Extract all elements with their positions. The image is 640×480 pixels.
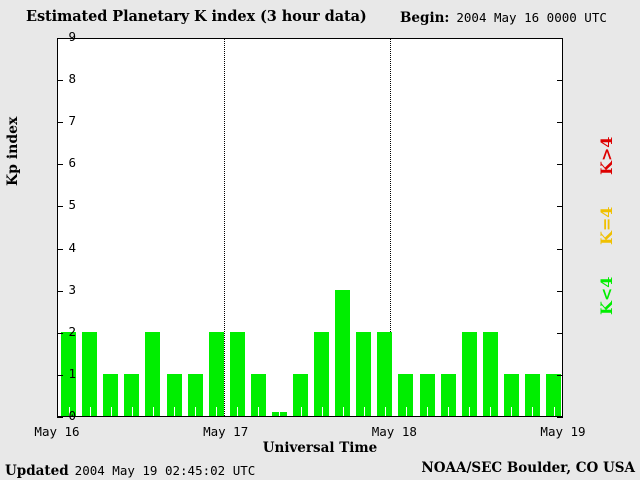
- bar-19: [461, 331, 477, 416]
- bar-tick-22: [532, 407, 534, 416]
- footer-source: NOAA/SEC Boulder, CO USA: [421, 460, 635, 476]
- y-axis-title: Kp index: [5, 116, 21, 186]
- legend-item-0: K>4: [597, 136, 616, 175]
- x-axis-title: Universal Time: [262, 440, 378, 456]
- bar-11: [293, 373, 308, 416]
- chart-plot-area: [57, 38, 563, 417]
- begin-value: 2004 May 16 0000 UTC: [456, 10, 607, 25]
- bar-12: [314, 331, 329, 416]
- bar-1: [82, 331, 98, 416]
- bar-tick-14: [363, 407, 365, 416]
- y-tick-label-9: 9: [68, 29, 76, 44]
- legend-item-1: K=4: [597, 206, 616, 245]
- y-tick-mark-right-0: [557, 417, 563, 418]
- day-separator-may17: [224, 39, 225, 416]
- y-tick-mark-0: [57, 417, 63, 418]
- y-tick-label-0: 0: [68, 408, 76, 423]
- bar-13: [335, 289, 351, 416]
- y-tick-mark-2: [57, 332, 63, 334]
- y-tick-label-5: 5: [68, 197, 76, 213]
- bar-15: [377, 331, 393, 416]
- y-tick-mark-right-1: [557, 374, 563, 376]
- y-tick-label-6: 6: [68, 155, 76, 171]
- x-tick-label-may-16: May 16: [34, 424, 80, 439]
- bar-tick-11: [300, 407, 302, 416]
- bar-tick-13: [342, 407, 344, 416]
- bar-tick-5: [174, 407, 175, 416]
- bar-tick-18: [448, 407, 449, 416]
- y-tick-mark-3: [57, 290, 63, 292]
- bar-17: [419, 373, 435, 416]
- y-tick-label-8: 8: [68, 71, 76, 87]
- bar-4: [145, 331, 161, 416]
- y-tick-mark-1: [57, 374, 63, 376]
- bar-3: [124, 373, 140, 416]
- y-tick-label-7: 7: [68, 113, 76, 129]
- bar-tick-21: [511, 407, 513, 416]
- bar-0: [61, 331, 76, 416]
- bar-tick-12: [321, 407, 323, 416]
- bar-7: [208, 331, 224, 416]
- updated-value: 2004 May 19 02:45:02 UTC: [74, 463, 256, 478]
- bar-tick-10: [279, 407, 281, 416]
- chart-plot-inner: [58, 39, 562, 416]
- y-tick-mark-9: [57, 38, 63, 39]
- bar-23: [546, 373, 561, 416]
- bar-tick-3: [131, 407, 133, 416]
- y-tick-label-4: 4: [68, 239, 76, 255]
- bar-tick-7: [216, 407, 218, 416]
- y-tick-label-2: 2: [68, 323, 76, 339]
- bar-22: [524, 373, 540, 416]
- day-separator-may18: [390, 39, 391, 416]
- y-tick-mark-right-7: [557, 122, 563, 124]
- y-tick-label-1: 1: [68, 365, 76, 381]
- y-tick-mark-right-8: [557, 80, 563, 82]
- bar-tick-16: [405, 407, 407, 416]
- footer-updated: Updated 2004 May 19 02:45:02 UTC: [5, 460, 255, 479]
- y-tick-label-3: 3: [68, 281, 76, 297]
- bar-tick-8: [237, 407, 239, 416]
- bar-14: [356, 331, 372, 416]
- y-tick-mark-right-6: [557, 164, 563, 166]
- bar-tick-2: [110, 407, 112, 416]
- bar-tick-19: [469, 407, 471, 416]
- y-tick-mark-5: [57, 206, 63, 208]
- begin-time-block: Begin: 2004 May 16 0000 UTC: [400, 10, 607, 26]
- y-tick-mark-right-3: [557, 290, 563, 292]
- bar-tick-0: [68, 407, 70, 416]
- y-tick-mark-right-9: [557, 38, 563, 39]
- bar-tick-4: [152, 407, 154, 416]
- legend-item-2: K<4: [597, 276, 616, 315]
- begin-label: Begin:: [400, 10, 450, 26]
- updated-label: Updated: [5, 463, 69, 479]
- bar-tick-17: [427, 407, 428, 416]
- x-tick-label-may-18: May 18: [371, 424, 417, 439]
- bar-tick-20: [490, 407, 492, 416]
- y-tick-mark-6: [57, 164, 63, 166]
- y-tick-mark-right-2: [557, 332, 563, 334]
- x-tick-label-may-17: May 17: [203, 424, 249, 439]
- bar-tick-23: [553, 407, 555, 416]
- bar-5: [166, 373, 182, 416]
- bar-20: [482, 331, 498, 416]
- y-tick-mark-right-4: [557, 248, 563, 250]
- x-tick-label-may-19: May 19: [540, 424, 586, 439]
- bar-tick-6: [195, 407, 196, 416]
- bar-8: [229, 331, 245, 416]
- bar-2: [103, 373, 119, 416]
- bar-16: [398, 373, 414, 416]
- bar-18: [440, 373, 456, 416]
- bar-21: [503, 373, 519, 416]
- bar-tick-15: [384, 407, 386, 416]
- bar-9: [250, 373, 266, 416]
- y-tick-mark-right-5: [557, 206, 563, 208]
- page-title: Estimated Planetary K index (3 hour data…: [26, 8, 367, 25]
- y-tick-mark-8: [57, 80, 63, 82]
- bar-6: [187, 373, 203, 416]
- bar-tick-1: [89, 407, 91, 416]
- y-tick-mark-4: [57, 248, 63, 250]
- bar-tick-9: [258, 407, 260, 416]
- y-tick-mark-7: [57, 122, 63, 124]
